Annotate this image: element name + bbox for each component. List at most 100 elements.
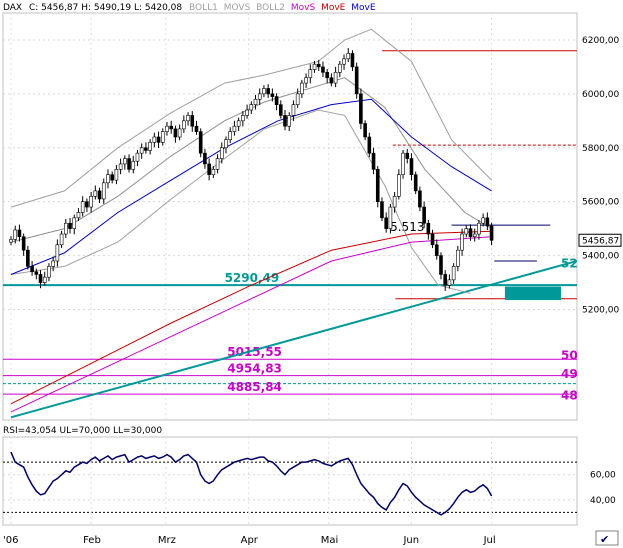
candle-body	[232, 125, 237, 132]
legend-boll2: BOLL2	[256, 3, 285, 13]
overlay-boll_lower	[10, 109, 471, 294]
candle-body	[312, 63, 317, 70]
candle-body	[215, 158, 220, 170]
candle-body	[439, 255, 443, 275]
rsi-series-line	[10, 451, 493, 516]
candle-body	[236, 120, 241, 127]
candle-body	[257, 93, 262, 100]
candle-body	[371, 152, 376, 170]
price-panel: 5.5135290,495015,554954,834885,845250494…	[2, 12, 622, 421]
candle-body	[152, 136, 157, 143]
candle-body	[270, 93, 275, 97]
candle-body	[447, 279, 452, 286]
rsi-grid	[3, 437, 577, 525]
candle-body	[156, 136, 161, 143]
candle-body	[249, 104, 254, 111]
candle-body	[203, 152, 207, 165]
candle-body	[173, 128, 178, 138]
price-tick-label: 5600,00	[582, 198, 619, 208]
candle-body	[359, 93, 363, 124]
level-label: 5015,55	[227, 345, 282, 359]
x-tick-label: '06	[3, 535, 18, 546]
rsi-header: RSI=43,054 UL=70,000 LL=30,000	[3, 426, 162, 436]
candle-body	[375, 169, 380, 202]
candle-body	[177, 128, 182, 138]
candle-body	[283, 115, 287, 127]
overlay-boll_upper	[10, 28, 492, 208]
candle-body	[76, 212, 81, 219]
candle-body	[422, 206, 426, 224]
candle-body	[68, 222, 72, 229]
last-price-label: 5456,87	[582, 236, 619, 246]
candle-body	[253, 98, 258, 105]
price-axis: 5200,00 5400,00 5600,00 5800,00 6000,00 6200,…	[578, 36, 622, 315]
legend-move-red: MovE	[321, 3, 346, 13]
candle-body	[64, 222, 68, 235]
legend-movs: MOVS	[224, 3, 251, 13]
right-edge-label: 49	[561, 367, 578, 381]
candle-body	[42, 276, 47, 283]
level-label: 4954,83	[227, 362, 282, 376]
candle-body	[443, 274, 447, 286]
candle-body	[114, 169, 119, 181]
candle-body	[350, 53, 355, 68]
corner-box	[595, 530, 619, 546]
candle-body	[101, 182, 106, 200]
x-tick-label: Jul	[483, 535, 496, 546]
candle-body	[85, 201, 89, 208]
candle-body	[127, 158, 131, 170]
candle-body	[72, 217, 77, 229]
corner-check-icon: ✔	[600, 533, 609, 546]
legend-movs-magenta: MovS	[291, 3, 316, 13]
candle-body	[51, 260, 55, 267]
candle-body	[26, 249, 30, 267]
candle-body	[207, 163, 211, 176]
candle-body	[194, 125, 199, 132]
overlay-movs_magenta	[10, 236, 492, 413]
candle-body	[55, 244, 60, 262]
target-zone-box	[504, 286, 561, 301]
candle-body	[211, 169, 216, 176]
x-tick-label: Apr	[241, 535, 259, 546]
candle-body	[380, 201, 384, 219]
overlay-move_blue	[10, 98, 492, 275]
candle-body	[460, 233, 464, 251]
right-edge-label: 48	[561, 389, 578, 403]
candle-body	[13, 229, 18, 240]
candle-body	[30, 266, 34, 273]
candle-body	[38, 274, 43, 283]
rsi-axis: 40,00 60,00	[590, 471, 616, 506]
candle-body	[148, 142, 152, 151]
candle-body	[139, 147, 144, 154]
candle-body	[430, 233, 435, 246]
quote-readout: C: 5456,87 H: 5490,19 L: 5420,08	[29, 3, 182, 13]
price-tick-label: 5200,00	[582, 305, 619, 315]
candle-body	[262, 88, 266, 95]
candle-body	[165, 125, 169, 132]
legend-boll1: BOLL1	[189, 3, 218, 13]
overlay-move_red	[10, 230, 492, 405]
right-edge-label: 50	[561, 348, 578, 362]
candle-body	[485, 217, 490, 227]
rsi-panel-frame	[2, 436, 578, 526]
candle-body	[17, 229, 22, 238]
candle-body	[472, 233, 477, 238]
candle-body	[59, 233, 64, 246]
candle-body	[106, 174, 110, 184]
symbol-label: DAX	[3, 3, 22, 13]
candle-body	[135, 152, 140, 162]
candle-body	[489, 225, 494, 241]
legend-move-blue: MovE	[351, 3, 376, 13]
last-price-box	[578, 233, 622, 247]
candle-body	[9, 239, 13, 243]
price-candles	[9, 48, 494, 291]
candle-body	[304, 77, 308, 84]
candle-body	[413, 174, 418, 192]
candle-body	[300, 82, 304, 95]
candle-body	[418, 190, 422, 208]
candle-body	[405, 152, 410, 159]
candle-body	[110, 174, 114, 181]
level-label: 4885,84	[227, 380, 282, 394]
candle-body	[363, 123, 367, 138]
candle-body	[47, 266, 51, 278]
